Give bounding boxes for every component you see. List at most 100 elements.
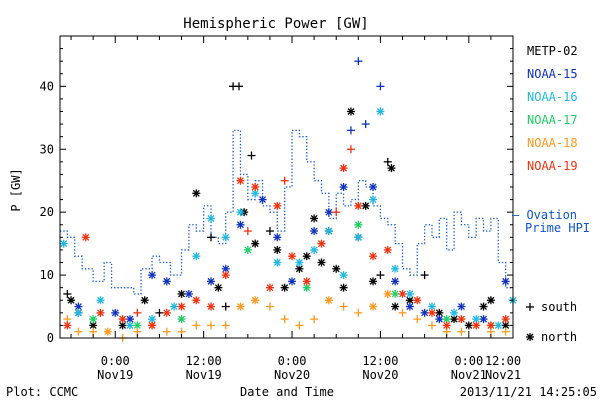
data-point-noaa-15-north xyxy=(207,277,215,286)
data-point-noaa-19-north xyxy=(427,308,436,317)
data-point-noaa-18-south xyxy=(339,302,348,311)
marker-stroke xyxy=(244,246,252,254)
data-point-noaa-15-south xyxy=(346,126,355,135)
marker-stroke xyxy=(237,208,244,216)
data-point-noaa-15-north xyxy=(258,195,267,204)
data-point-noaa-18-south xyxy=(280,315,289,324)
data-point-noaa-16-north xyxy=(405,289,414,298)
data-point-noaa-18-south xyxy=(192,321,201,330)
data-point-noaa-16-north xyxy=(148,315,157,324)
data-point-noaa-16-north xyxy=(170,302,179,311)
marker-stroke xyxy=(487,321,495,329)
marker-stroke xyxy=(295,265,303,273)
legend-marker-north-label: north xyxy=(541,330,577,344)
data-point-noaa-18-south xyxy=(221,321,230,330)
marker-stroke xyxy=(303,277,311,285)
chart-title: Hemispheric Power [GW] xyxy=(183,16,368,32)
marker-stroke xyxy=(310,227,318,235)
marker-stroke xyxy=(435,315,443,323)
marker-stroke xyxy=(170,303,178,311)
marker-stroke xyxy=(192,189,200,197)
data-point-noaa-15-north xyxy=(162,277,171,286)
marker-stroke xyxy=(472,321,480,329)
marker-stroke xyxy=(63,321,71,329)
data-point-noaa-16-north xyxy=(221,233,230,242)
marker-stroke xyxy=(450,315,458,323)
data-point-noaa-18-north xyxy=(324,296,333,305)
marker-stroke xyxy=(406,296,414,304)
data-point-noaa-15-north xyxy=(273,233,282,242)
marker-stroke xyxy=(369,183,377,191)
legend-satellite-noaa-15: NOAA-15 xyxy=(527,67,578,81)
data-point-noaa-18-south xyxy=(398,308,407,317)
marker-stroke xyxy=(340,183,348,191)
data-point-metp-02-north xyxy=(435,308,444,317)
y-axis-label: P [GW] xyxy=(9,168,23,211)
data-point-noaa-18-south xyxy=(162,327,171,336)
data-point-noaa-15-north xyxy=(184,289,193,298)
data-point-metp-02-north xyxy=(280,283,289,292)
data-point-noaa-16-north xyxy=(59,239,68,248)
marker-stroke xyxy=(251,183,259,191)
data-point-noaa-18-south xyxy=(457,327,466,336)
marker-stroke xyxy=(480,303,487,311)
data-point-noaa-19-north xyxy=(273,201,282,210)
data-point-noaa-19-north xyxy=(317,239,326,248)
marker-stroke xyxy=(325,296,333,304)
marker-stroke xyxy=(273,233,281,241)
data-point-noaa-17-north xyxy=(391,289,400,298)
x-tick-time-label: 0:00 xyxy=(101,354,130,368)
data-point-noaa-16-north xyxy=(96,296,105,305)
data-point-noaa-15-north xyxy=(420,308,429,317)
marker-stroke xyxy=(318,240,325,248)
data-point-noaa-15-north xyxy=(236,220,245,229)
marker-stroke xyxy=(369,277,377,285)
data-point-metp-02-north xyxy=(192,189,201,198)
marker-stroke xyxy=(354,221,362,229)
marker-stroke xyxy=(295,259,303,266)
marker-stroke xyxy=(222,271,230,279)
data-point-noaa-18-south xyxy=(413,315,422,324)
data-point-noaa-19-south xyxy=(243,227,252,236)
marker-stroke xyxy=(384,290,392,298)
data-point-noaa-19-north xyxy=(63,321,72,330)
marker-stroke xyxy=(318,259,325,266)
data-point-noaa-18-north xyxy=(251,296,260,305)
data-point-metp-02-north xyxy=(273,245,282,254)
marker-stroke xyxy=(303,252,311,260)
marker-stroke xyxy=(443,321,451,329)
data-point-noaa-17-north xyxy=(177,315,186,324)
marker-stroke xyxy=(89,321,97,329)
marker-stroke xyxy=(310,214,318,222)
y-tick-label: 20 xyxy=(40,205,54,219)
data-point-noaa-19-north xyxy=(148,321,157,330)
data-point-noaa-18-south xyxy=(74,327,83,336)
marker-stroke xyxy=(325,227,333,235)
marker-stroke xyxy=(104,328,112,336)
marker-stroke xyxy=(494,321,502,329)
data-point-metp-02-north xyxy=(361,201,370,210)
x-tick-time-label: 12:00 xyxy=(186,354,222,368)
legend-ovation-line1: — Ovation xyxy=(512,208,577,222)
x-axis-label: Date and Time xyxy=(240,385,334,399)
marker-stroke xyxy=(354,233,362,241)
marker-stroke xyxy=(74,303,82,311)
marker-stroke xyxy=(97,309,104,317)
marker-stroke xyxy=(325,208,333,216)
marker-stroke xyxy=(207,277,215,285)
y-tick-label: 10 xyxy=(40,268,54,282)
data-point-noaa-19-north xyxy=(354,201,363,210)
data-point-metp-02-north xyxy=(332,264,341,273)
data-point-noaa-16-north xyxy=(494,321,503,330)
data-point-noaa-16-north xyxy=(295,258,304,267)
data-point-noaa-19-north xyxy=(383,245,392,254)
marker-stroke xyxy=(369,303,377,311)
marker-stroke xyxy=(502,315,510,323)
y-tick-label: 30 xyxy=(40,142,54,156)
x-tick-time-label: 12:00 xyxy=(362,354,398,368)
marker-stroke xyxy=(67,296,75,304)
marker-stroke xyxy=(384,246,392,254)
marker-stroke xyxy=(222,233,230,241)
marker-stroke xyxy=(472,315,480,323)
data-point-noaa-15-north xyxy=(339,183,348,191)
